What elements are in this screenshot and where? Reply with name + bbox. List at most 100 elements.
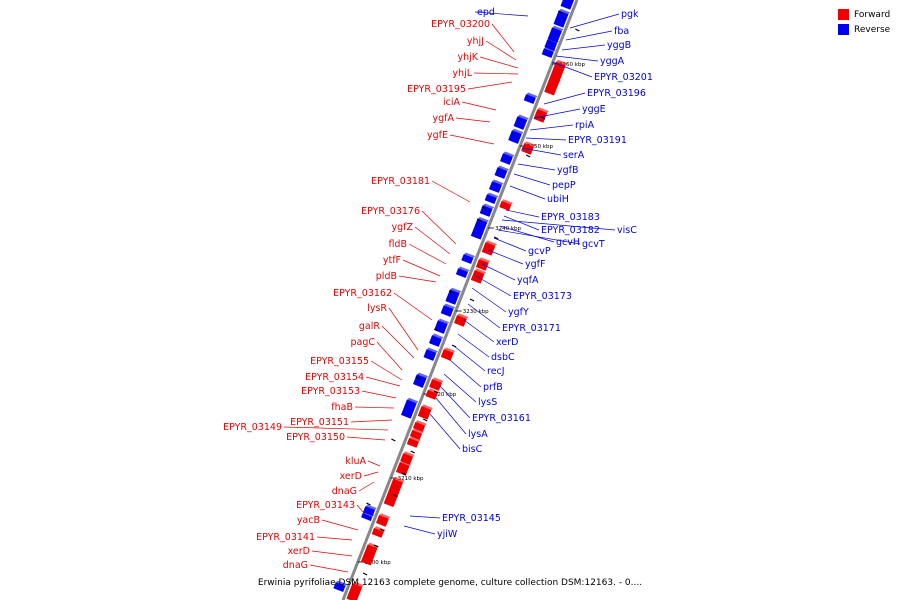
feature-mark [391,438,396,442]
reverse-gene-label-leader [429,413,461,450]
feature-mark [422,418,428,422]
forward-gene-label: yacB [297,515,320,526]
forward-gene-label-leader [461,101,497,111]
reverse-gene-block-top [477,216,489,223]
forward-gene-label-leader [370,360,403,381]
forward-gene-block [371,527,384,538]
forward-gene-label-leader [485,40,517,61]
reverse-gene-label: EPYR_03201 [594,72,653,83]
forward-gene-block-top [479,257,491,263]
forward-gene-label-leader [402,259,441,277]
forward-gene-label-leader [408,243,447,265]
reverse-swatch [838,24,849,35]
forward-gene-label-leader [376,341,403,371]
reverse-gene-label-leader [474,11,529,17]
forward-gene-label: iciA [443,97,461,108]
kbp-tick-label: 3210 kbp [398,476,424,482]
forward-gene-block-top [556,59,568,66]
feature-mark [434,328,439,332]
forward-gene-block-top [524,141,536,147]
feature-mark [558,10,563,14]
legend-label-reverse: Reverse [854,24,891,35]
forward-gene-label-leader [421,210,457,245]
forward-gene-label-leader [431,180,471,203]
reverse-gene-label: ygfY [508,307,529,318]
reverse-gene-label: fba [614,26,629,37]
forward-gene-label: EPYR_03195 [407,84,466,95]
forward-gene-block [346,583,363,600]
reverse-gene-label-leader [501,219,616,231]
reverse-gene-block-top [365,504,377,511]
kbp-tick-label: 3240 kbp [495,226,521,232]
forward-gene-label: EPYR_03162 [333,288,392,299]
reverse-gene-label-leader [467,303,501,329]
forward-gene-label: EPYR_03181 [371,176,430,187]
forward-gene-label-leader [316,536,353,541]
reverse-gene-block-top [335,580,348,587]
forward-gene-label: EPYR_03155 [310,356,369,367]
forward-gene-block-top [421,404,433,411]
forward-gene-label: ytfF [383,255,401,266]
kbp-tick-label: 3250 kbp [527,144,553,150]
kbp-tick-label: 3200 kbp [365,560,391,566]
feature-mark [415,376,420,380]
reverse-gene-label: prfB [483,382,503,393]
reverse-gene-label-leader [551,61,593,78]
forward-gene-block-top [412,428,424,434]
forward-gene-label: EPYR_03141 [256,532,315,543]
reverse-gene-label-leader [499,225,555,243]
reverse-gene-label: yjiW [437,529,458,540]
feature-mark [366,502,371,506]
forward-gene-label: EPYR_03151 [290,417,349,428]
forward-gene-label-leader [414,226,451,255]
kbp-tick-label: 3260 kbp [559,62,585,68]
forward-gene-label-leader [283,426,389,431]
reverse-gene-block [499,153,513,165]
reverse-gene-label-leader [529,124,574,131]
reverse-gene-label-leader [525,137,567,141]
reverse-gene-label-leader [471,287,507,313]
reverse-gene-block-top [426,347,438,354]
reverse-gene-label: epd [477,7,495,18]
reverse-gene-label: yggE [582,104,606,115]
forward-gene-label: pldB [376,271,397,282]
reverse-gene-label-leader [505,209,540,218]
reverse-gene-block [488,181,502,193]
reverse-gene-block-top [432,333,444,340]
reverse-gene-block-top [463,252,476,259]
feature-mark [380,528,385,532]
reverse-gene-block-top [558,8,571,15]
reverse-gene-label-leader [565,30,613,41]
reverse-gene-label: EPYR_03183 [541,212,600,223]
reverse-gene-label: yqfA [517,275,539,286]
kbp-tick-label: 3220 kbp [430,392,456,398]
forward-gene-block-top [379,513,391,519]
reverse-gene-block-top [552,25,564,32]
forward-gene-label-leader [363,471,379,477]
reverse-gene-block-top [497,165,509,172]
legend: Forward Reverse [838,7,890,37]
reverse-gene-block-top [544,46,556,53]
feature-mark [469,298,475,302]
reverse-gene-label: EPYR_03196 [587,88,646,99]
feature-mark [525,154,531,158]
forward-gene-label-leader [449,134,495,145]
feature-mark [575,28,580,32]
reverse-gene-label: gcvP [528,246,551,257]
reverse-gene-label-leader [449,359,482,388]
forward-gene-label: dnaG [332,486,357,497]
reverse-gene-block-top [362,511,375,517]
forward-gene-label-leader [473,72,519,75]
map-caption: Erwinia pyrifoliae DSM 12163 complete ge… [257,578,643,588]
reverse-gene-label: lysA [468,429,488,440]
forward-gene-block-top [352,581,364,588]
feature-mark [433,390,439,394]
kbp-tick-label: 3230 kbp [463,309,489,315]
forward-swatch [838,9,849,20]
forward-gene-block [417,406,432,420]
legend-item-reverse: Reverse [838,22,890,37]
reverse-gene-label-leader [475,275,512,297]
forward-gene-block [544,78,560,96]
reverse-gene-block-top [526,92,538,99]
